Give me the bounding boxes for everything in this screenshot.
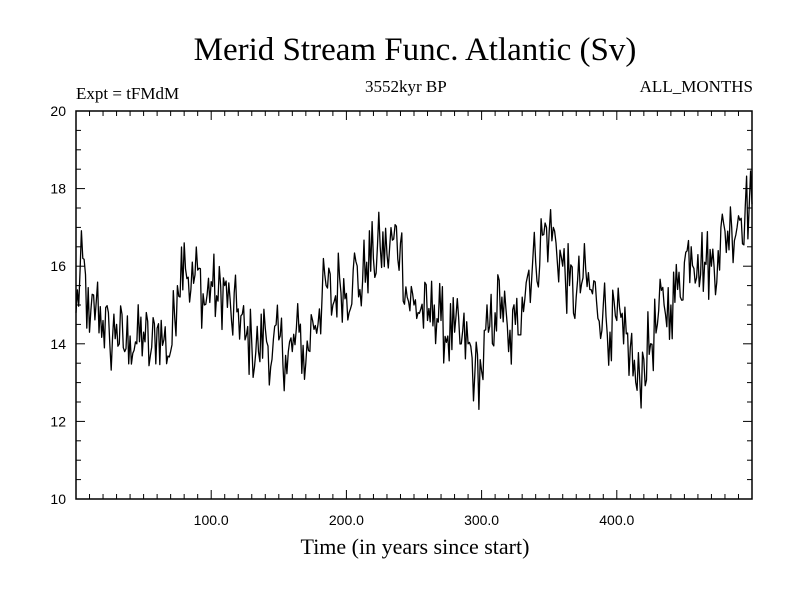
x-tick-label: 100.0 <box>194 512 229 528</box>
plot-frame <box>75 110 753 500</box>
tick-labels: 100.0 200.0 300.0 400.0 10 12 14 16 18 20 <box>50 103 634 528</box>
period-label: ALL_MONTHS <box>639 77 753 96</box>
y-tick-label: 12 <box>50 413 66 429</box>
x-tick-label: 400.0 <box>599 512 634 528</box>
x-tick-label: 200.0 <box>329 512 364 528</box>
y-tick-label: 14 <box>50 336 66 352</box>
series-group <box>75 170 753 411</box>
chart-title: Merid Stream Func. Atlantic (Sv) <box>193 32 637 68</box>
y-tick-label: 18 <box>50 181 66 197</box>
y-tick-label: 10 <box>50 491 66 507</box>
series-line <box>75 170 753 411</box>
chart-subtitle: 3552kyr BP <box>365 77 447 96</box>
axis-ticks <box>76 111 752 499</box>
y-tick-label: 16 <box>50 258 66 274</box>
y-tick-label: 20 <box>50 103 66 119</box>
experiment-label: Expt = tFMdM <box>76 84 180 103</box>
x-axis-label: Time (in years since start) <box>300 534 530 559</box>
x-tick-label: 300.0 <box>464 512 499 528</box>
